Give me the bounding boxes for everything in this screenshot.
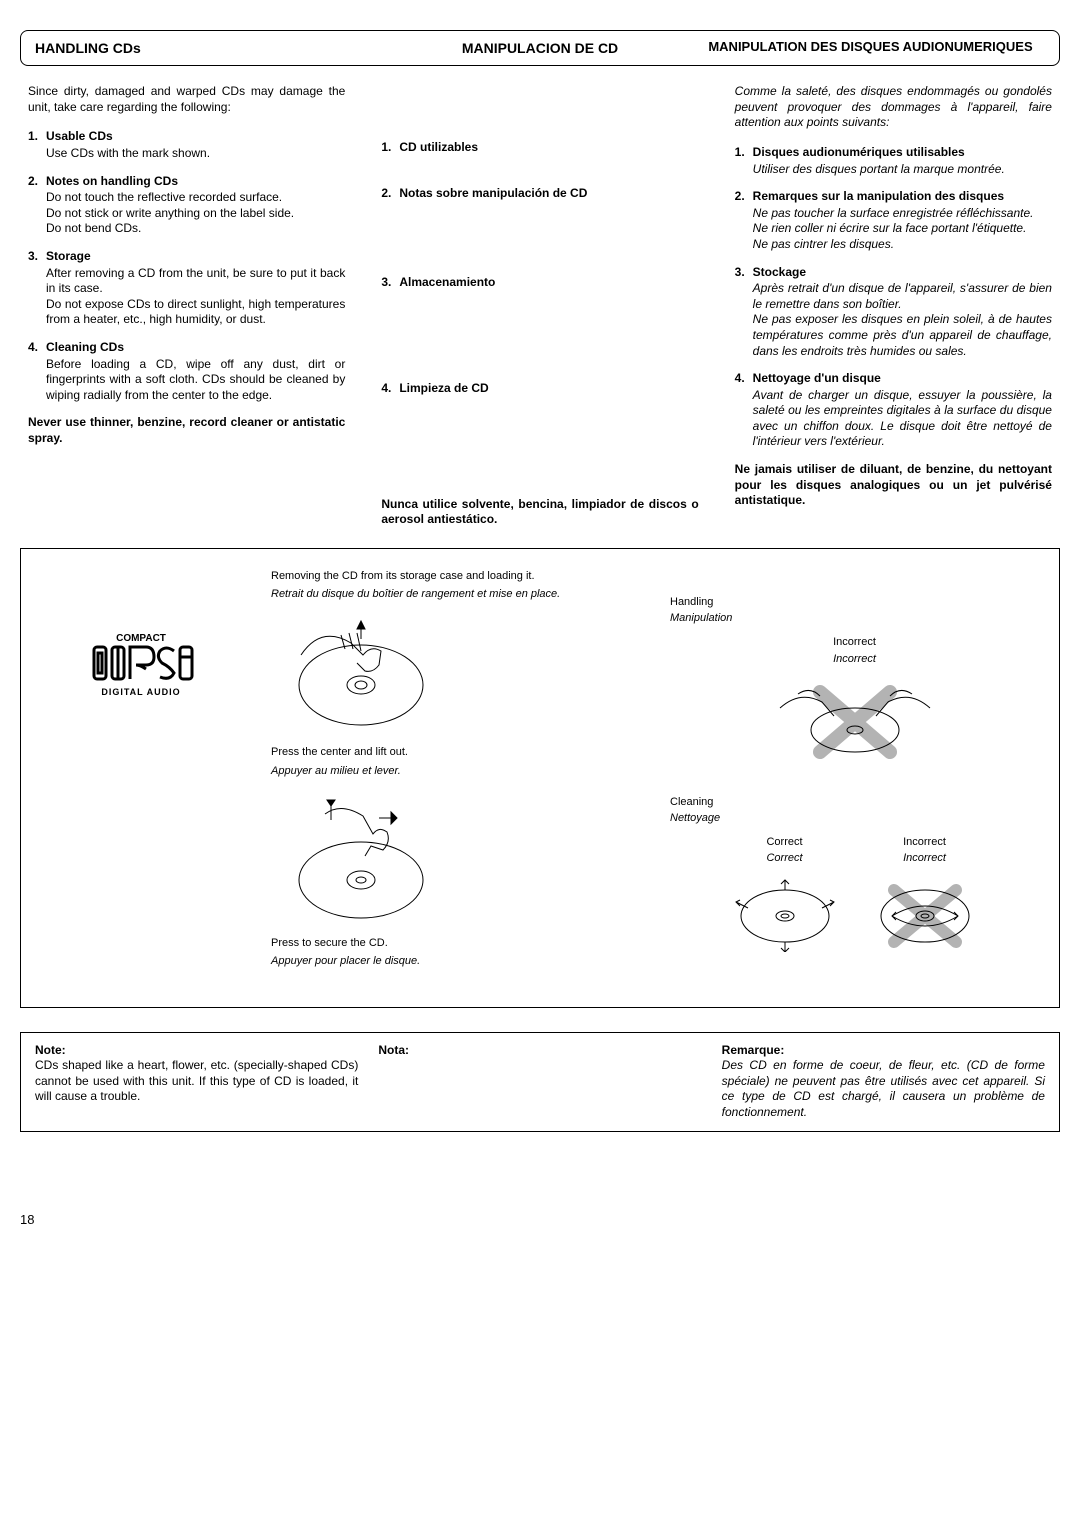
diagram-right-column: Handling Manipulation Incorrect Incorrec… xyxy=(670,569,1039,987)
note-fr: Remarque: Des CD en forme de coeur, de f… xyxy=(722,1043,1045,1121)
warn-es: Nunca utilice solvente, bencina, limpiad… xyxy=(381,497,698,528)
main-columns: Since dirty, damaged and warped CDs may … xyxy=(20,84,1060,528)
note-es: Nota: xyxy=(378,1043,701,1121)
handling-incorrect-icon xyxy=(770,672,940,772)
cleaning-incorrect: Incorrect Incorrect xyxy=(870,835,980,956)
item-en-3: 3.StorageAfter removing a CD from the un… xyxy=(28,249,345,328)
incorrect-label-fr: Incorrect xyxy=(670,652,1039,666)
remove-caption-fr: Retrait du disque du boîtier de rangemen… xyxy=(271,587,640,601)
col-es: 1.CD utilizables 2.Notas sobre manipulac… xyxy=(373,84,706,528)
note-box: Note: CDs shaped like a heart, flower, e… xyxy=(20,1032,1060,1132)
warn-en: Never use thinner, benzine, record clean… xyxy=(28,415,345,446)
cleaning-row: Correct Correct xyxy=(670,835,1039,956)
diagram-mid-column: Removing the CD from its storage case an… xyxy=(271,569,640,987)
cleaning-correct: Correct Correct xyxy=(730,835,840,956)
svg-text:DIGITAL AUDIO: DIGITAL AUDIO xyxy=(101,687,180,697)
fig-remove: Press the center and lift out. Appuyer a… xyxy=(271,615,640,778)
intro-en: Since dirty, damaged and warped CDs may … xyxy=(28,84,345,115)
col-en: Since dirty, damaged and warped CDs may … xyxy=(20,84,353,528)
header-es: MANIPULACION DE CD xyxy=(372,39,709,57)
item-en-2: 2.Notes on handling CDsDo not touch the … xyxy=(28,174,345,237)
secure-caption-en: Press to secure the CD. xyxy=(271,936,640,950)
svg-text:COMPACT: COMPACT xyxy=(116,633,166,644)
remove-caption-en: Removing the CD from its storage case an… xyxy=(271,569,640,583)
item-fr-3: 3.StockageAprès retrait d'un disque de l… xyxy=(735,265,1052,360)
header-row: HANDLING CDs MANIPULACION DE CD MANIPULA… xyxy=(20,30,1060,66)
item-fr-4: 4.Nettoyage d'un disqueAvant de charger … xyxy=(735,371,1052,450)
item-fr-2: 2.Remarques sur la manipulation des disq… xyxy=(735,189,1052,252)
item-es-1: 1.CD utilizables xyxy=(381,140,698,156)
compact-disc-logo-icon: COMPACT DIGITAL AUDIO xyxy=(86,629,196,709)
cleaning-correct-icon xyxy=(730,872,840,952)
cleaning-en: Cleaning xyxy=(670,795,1039,809)
item-es-2: 2.Notas sobre manipulación de CD xyxy=(381,186,698,202)
cd-logo-area: COMPACT DIGITAL AUDIO xyxy=(41,569,241,987)
cleaning-incorrect-icon xyxy=(870,872,980,952)
item-es-3: 3.Almacenamiento xyxy=(381,275,698,291)
col-fr: Comme la saleté, des disques endommagés … xyxy=(727,84,1060,528)
note-en: Note: CDs shaped like a heart, flower, e… xyxy=(35,1043,358,1121)
item-es-4: 4.Limpieza de CD xyxy=(381,381,698,397)
handling-en: Handling xyxy=(670,595,1039,609)
handling-fr: Manipulation xyxy=(670,611,1039,625)
cd-secure-icon xyxy=(271,796,451,926)
cd-remove-icon xyxy=(271,615,451,735)
item-en-4: 4.Cleaning CDsBefore loading a CD, wipe … xyxy=(28,340,345,403)
cleaning-fr: Nettoyage xyxy=(670,811,1039,825)
header-fr: MANIPULATION DES DISQUES AUDIONUMERIQUES xyxy=(708,39,1045,57)
page-number: 18 xyxy=(20,1212,1060,1229)
item-en-1: 1.Usable CDsUse CDs with the mark shown. xyxy=(28,129,345,161)
item-fr-1: 1.Disques audionumériques utilisablesUti… xyxy=(735,145,1052,177)
diagram-box: COMPACT DIGITAL AUDIO Removing the CD fr… xyxy=(20,548,1060,1008)
incorrect-label: Incorrect xyxy=(670,635,1039,649)
intro-fr: Comme la saleté, des disques endommagés … xyxy=(735,84,1052,131)
press-caption-fr: Appuyer au milieu et lever. xyxy=(271,764,640,778)
fig-secure: Press to secure the CD. Appuyer pour pla… xyxy=(271,796,640,969)
warn-fr: Ne jamais utiliser de diluant, de benzin… xyxy=(735,462,1052,509)
secure-caption-fr: Appuyer pour placer le disque. xyxy=(271,954,640,968)
press-caption-en: Press the center and lift out. xyxy=(271,745,640,759)
header-en: HANDLING CDs xyxy=(35,39,372,57)
